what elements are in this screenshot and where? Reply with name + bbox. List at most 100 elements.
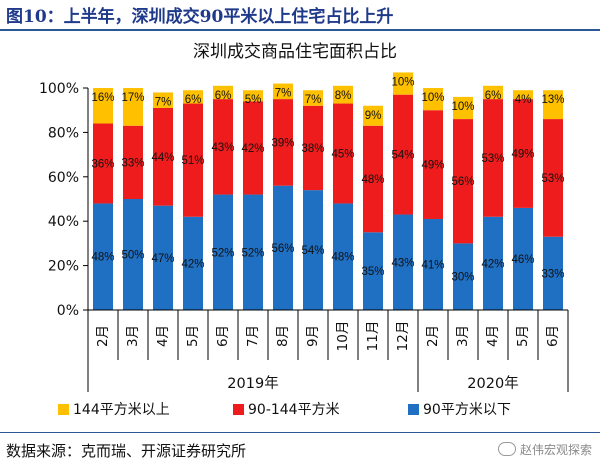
data-label: 54% [301, 245, 324, 257]
bar-segment-mid [393, 94, 413, 215]
data-label: 30% [451, 272, 474, 284]
legend-swatch [408, 404, 419, 415]
data-label: 51% [181, 155, 204, 167]
x-tick-label: 7月 [245, 325, 261, 347]
data-label: 56% [271, 243, 294, 255]
bar-segment-mid [273, 99, 293, 186]
bar-segment-small [483, 216, 503, 310]
x-tick-label: 4月 [485, 325, 501, 347]
bar-segment-small [423, 218, 443, 310]
bar-segment-large [363, 105, 383, 126]
y-tick-label: 40% [48, 214, 79, 230]
bar-segment-large [513, 90, 533, 100]
data-label: 10% [391, 76, 414, 88]
legend-item: 90-144平方米 [233, 399, 340, 419]
x-tick-label: 5月 [185, 325, 201, 347]
watermark: 赵伟宏观探索 [497, 441, 592, 458]
bar-segment-large [153, 92, 173, 108]
data-label: 53% [481, 153, 504, 165]
bar-segment-mid [513, 99, 533, 208]
bar-segment-large [303, 90, 323, 106]
data-label: 8% [335, 90, 352, 102]
bar-segment-mid [93, 123, 113, 204]
data-label: 33% [121, 157, 144, 169]
data-label: 53% [541, 173, 564, 185]
data-label: 4% [515, 94, 532, 106]
data-label: 43% [391, 257, 414, 269]
bar-segment-large [243, 90, 263, 102]
x-tick-label: 8月 [275, 325, 291, 347]
legend-swatch [233, 404, 244, 415]
group-label: 2019年 [227, 375, 278, 392]
data-label: 38% [301, 143, 324, 155]
bar-segment-large [183, 90, 203, 104]
data-label: 39% [271, 137, 294, 149]
x-tick-label: 2月 [95, 325, 111, 347]
data-label: 44% [151, 152, 174, 164]
bar-segment-large [423, 88, 443, 111]
data-label: 49% [511, 148, 534, 160]
bar-segment-mid [423, 110, 443, 219]
x-tick-label: 5月 [515, 325, 531, 347]
data-label: 9% [365, 110, 382, 122]
bar-segment-small [393, 214, 413, 310]
data-label: 47% [151, 253, 174, 265]
legend-item: 144平方米以上 [58, 399, 170, 419]
legend-label: 90平方米以下 [423, 402, 511, 418]
group-label: 2020年 [467, 375, 518, 392]
x-tick-label: 6月 [215, 325, 231, 347]
bar-segment-large [543, 90, 563, 120]
data-label: 48% [91, 252, 114, 264]
bar-segment-mid [363, 125, 383, 233]
bar-segment-mid [333, 103, 353, 204]
bar-segment-mid [483, 99, 503, 217]
x-tick-label: 9月 [305, 325, 321, 347]
y-tick-label: 80% [48, 125, 79, 141]
data-label: 36% [91, 158, 114, 170]
data-label: 42% [481, 258, 504, 270]
footer-rule [0, 432, 600, 433]
y-tick-label: 20% [48, 259, 79, 275]
x-tick-label: 2月 [425, 325, 441, 347]
data-label: 56% [451, 176, 474, 188]
data-label: 52% [241, 247, 264, 259]
data-label: 42% [241, 143, 264, 155]
bar-segment-mid [303, 105, 323, 191]
data-label: 7% [305, 94, 322, 106]
bar-segment-small [123, 199, 143, 310]
bar-segment-mid [213, 99, 233, 195]
bar-segment-small [453, 243, 473, 310]
data-label: 5% [245, 94, 262, 106]
source-note: 数据来源：克而瑞、开源证券研究所 [6, 442, 247, 460]
bar-segment-small [543, 236, 563, 310]
y-tick-label: 100% [39, 81, 79, 97]
data-label: 7% [275, 88, 292, 100]
bar-segment-small [243, 194, 263, 310]
title-rule [0, 29, 600, 31]
bar-segment-mid [183, 103, 203, 217]
bar-segment-mid [123, 125, 143, 199]
bar-segment-large [453, 96, 473, 120]
bar-segment-small [213, 194, 233, 310]
bar-segment-small [513, 207, 533, 310]
chart-legend: 144平方米以上 90-144平方米 90平方米以下 [58, 397, 578, 419]
data-label: 45% [331, 148, 354, 160]
bar-segment-mid [153, 107, 173, 206]
data-label: 6% [185, 94, 202, 106]
chart-title: 深圳成交商品住宅面积占比 [193, 42, 397, 62]
bar-segment-large [123, 88, 143, 126]
y-tick-label: 0% [57, 303, 79, 319]
data-label: 16% [91, 92, 114, 104]
data-label: 50% [121, 250, 144, 262]
bar-segment-large [213, 85, 233, 100]
bar-segment-large [273, 83, 293, 100]
legend-label: 90-144平方米 [248, 402, 340, 418]
data-label: 49% [421, 160, 444, 172]
figure-title: 图10：上半年，深圳成交90平米以上住宅占比上升 [6, 7, 394, 27]
bar-segment-small [273, 185, 293, 310]
bar-segment-mid [243, 101, 263, 195]
bar-segment-large [333, 85, 353, 104]
bar-segment-small [93, 203, 113, 310]
stacked-bar-chart: 深圳成交商品住宅面积占比 0% 20% 40% 60% 80% 100% 48% 36% 16%… [39, 42, 569, 392]
data-label: 42% [181, 258, 204, 270]
